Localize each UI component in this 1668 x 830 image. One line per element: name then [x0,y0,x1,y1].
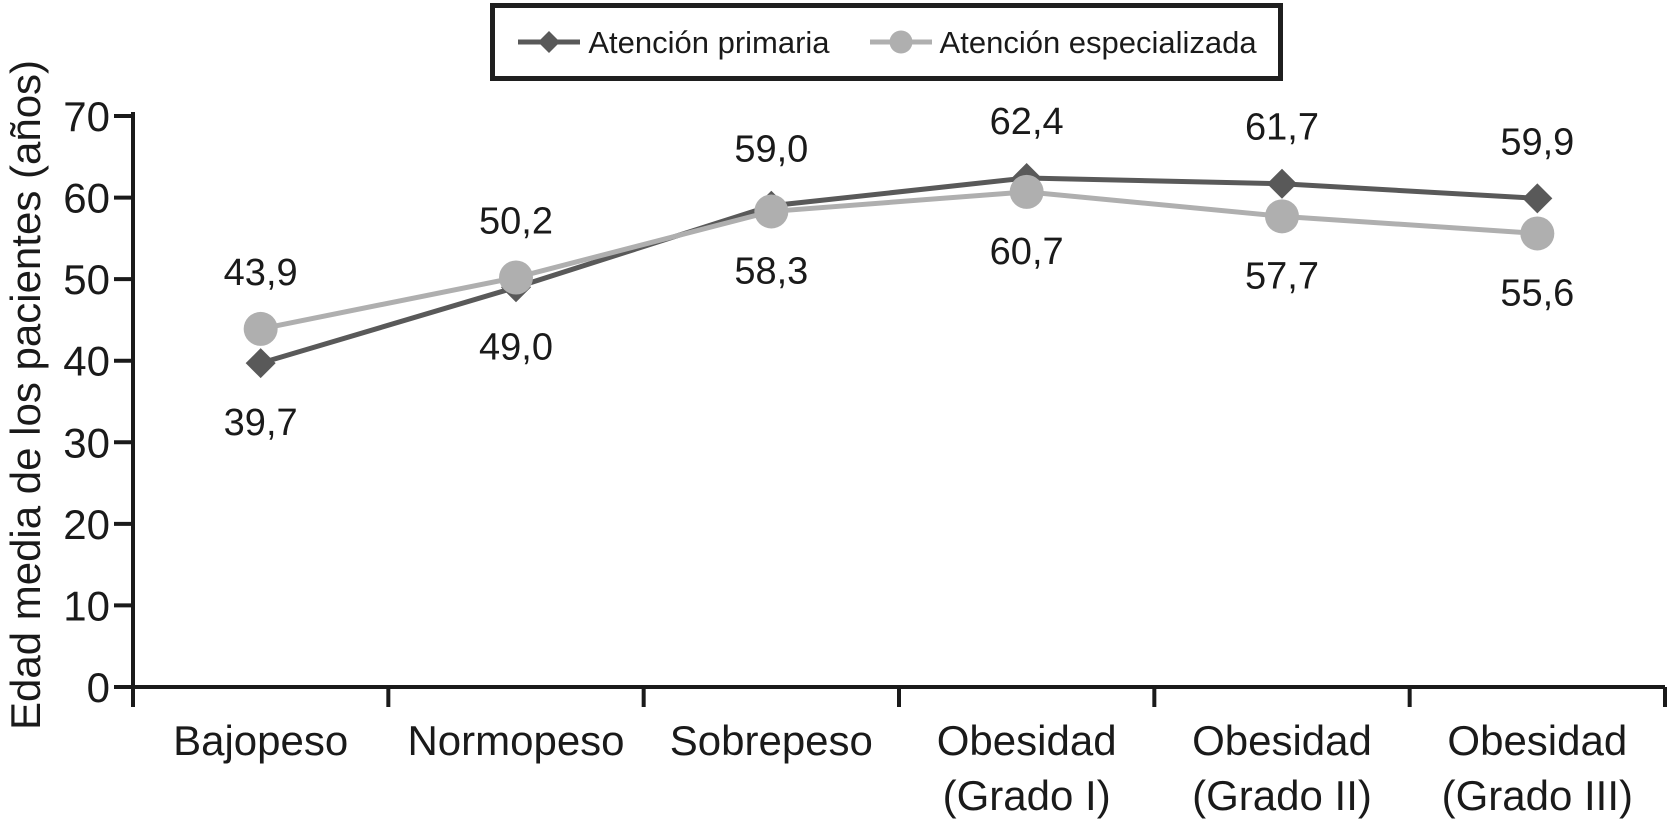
circle-marker-icon [1009,174,1044,209]
data-label: 39,7 [224,402,298,444]
y-tick-label: 20 [63,501,110,548]
data-label: 50,2 [479,201,553,243]
data-label: 43,9 [224,252,298,294]
data-label: 58,3 [734,250,808,292]
x-category-label: Normopeso [407,717,624,764]
diamond-marker-icon [1267,168,1297,199]
circle-marker-icon [869,30,932,54]
data-label: 62,4 [990,101,1064,143]
series-line-primaria [259,175,1538,366]
legend-label-primaria: Atención primaria [588,24,830,60]
series-line-especializada [260,189,1538,332]
legend-item-atencion-especializada: Atención especializada [868,27,1257,58]
data-label: 60,7 [990,231,1064,273]
circle-marker-icon [754,194,789,229]
y-tick-label: 50 [63,256,110,303]
diamond-marker-icon [518,31,581,53]
data-label: 59,0 [734,129,808,171]
x-category-label: Sobrepeso [670,717,873,764]
circle-marker-icon [1520,216,1555,251]
data-label: 49,0 [479,326,553,368]
y-tick-label: 60 [63,175,110,222]
circle-marker-icon [243,311,278,346]
data-label: 55,6 [1500,272,1574,314]
legend-item-atencion-primaria: Atención primaria [516,24,830,60]
x-category-label: Obesidad (Grado III) [1442,717,1633,819]
y-tick-label: 30 [63,419,110,466]
y-tick-label: 0 [87,664,110,711]
data-label: 61,7 [1245,107,1319,149]
y-tick-label: 70 [63,93,110,140]
y-tick-label: 40 [63,338,110,385]
x-category-label: Bajopeso [173,717,348,764]
legend-label-especializada: Atención especializada [939,24,1257,60]
diamond-marker-icon [1522,183,1553,214]
data-label: 57,7 [1245,255,1319,297]
x-category-label: Obesidad (Grado II) [1192,717,1372,819]
diamond-marker-icon [245,348,276,379]
circle-marker-icon [1265,199,1299,234]
circle-marker-icon [499,260,533,295]
axes [131,112,1665,689]
chart-legend: Atención primaria Atención especializada [490,3,1283,81]
y-tick-label: 10 [63,582,110,629]
data-label: 59,9 [1500,121,1574,163]
x-category-label: Obesidad (Grado I) [937,717,1117,819]
